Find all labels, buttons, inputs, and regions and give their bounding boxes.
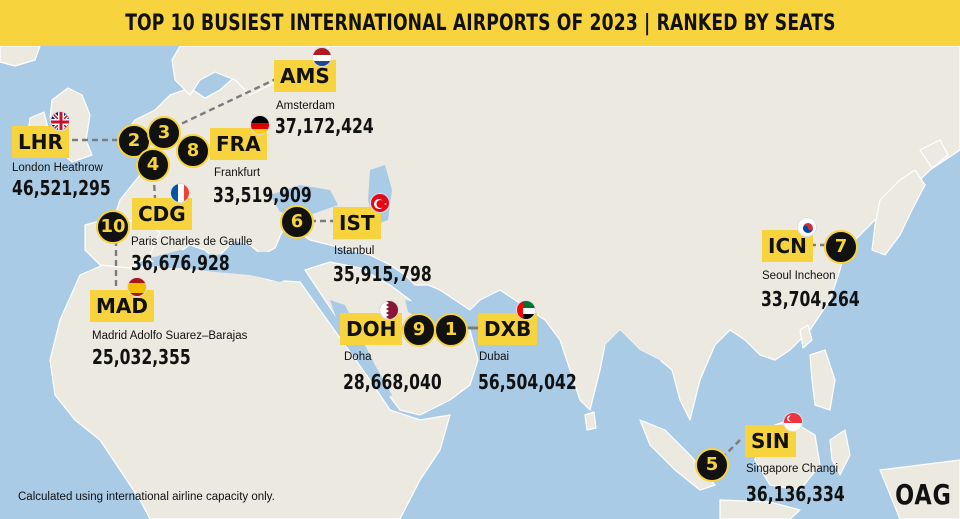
qatar-flag-icon xyxy=(379,300,399,320)
turkey-flag-icon xyxy=(370,193,390,213)
mediterranean xyxy=(150,250,305,282)
airport-name-icn: Seoul Incheon xyxy=(762,270,836,282)
airport-seats-cdg: 36,676,928 xyxy=(131,251,230,275)
airport-name-doh: Doha xyxy=(344,351,372,363)
airport-name-sin: Singapore Changi xyxy=(746,463,839,475)
france-flag-icon xyxy=(170,183,190,203)
germany-flag-icon xyxy=(250,115,270,135)
airport-name-cdg: Paris Charles de Gaulle xyxy=(131,236,253,248)
airport-name-mad: Madrid Adolfo Suarez–Barajas xyxy=(92,330,248,342)
land-iceland xyxy=(0,45,41,67)
land-newguinea xyxy=(879,459,960,519)
airport-seats-sin: 36,136,334 xyxy=(746,482,845,506)
rank-badge-mad: 10 xyxy=(96,210,130,244)
airport-code-lhr: LHR xyxy=(12,126,69,158)
airport-seats-doh: 28,668,040 xyxy=(343,370,442,394)
page-title: TOP 10 BUSIEST INTERNATIONAL AIRPORTS OF… xyxy=(124,10,836,36)
rank-badge-sin: 5 xyxy=(695,448,729,482)
netherlands-flag-icon xyxy=(312,47,332,67)
land-hokkaido xyxy=(919,139,949,169)
airport-seats-fra: 33,519,909 xyxy=(213,183,312,207)
rank-badge-ams: 3 xyxy=(147,116,181,150)
connector-ams xyxy=(163,76,279,134)
land-srilanka xyxy=(584,411,597,431)
airport-code-cdg: CDG xyxy=(132,198,192,230)
airport-seats-mad: 25,032,355 xyxy=(92,345,191,369)
rank-badge-cdg: 4 xyxy=(136,148,170,182)
airport-name-lhr: London Heathrow xyxy=(12,162,103,174)
airport-name-ams: Amsterdam xyxy=(276,100,335,112)
land-sulawesi xyxy=(829,429,851,476)
land-japan xyxy=(871,169,926,256)
bay-of-bengal xyxy=(605,330,668,400)
rank-badge-ist: 6 xyxy=(280,205,314,239)
oag-logo: OAG xyxy=(895,478,952,511)
airport-name-ist: Istanbul xyxy=(334,245,375,257)
rank-badge-fra: 8 xyxy=(176,134,210,168)
rank-badge-dxb: 1 xyxy=(434,313,468,347)
korea-flag-icon xyxy=(797,217,817,237)
airport-seats-lhr: 46,521,295 xyxy=(12,176,111,200)
airport-code-mad: MAD xyxy=(90,290,154,322)
airport-code-ist: IST xyxy=(333,207,381,239)
land-philippines xyxy=(809,349,836,411)
uae-flag-icon xyxy=(516,300,536,320)
airport-seats-ams: 37,172,424 xyxy=(275,114,374,138)
airport-seats-icn: 33,704,264 xyxy=(761,287,860,311)
airport-name-fra: Frankfurt xyxy=(214,167,261,179)
airport-seats-ist: 35,915,798 xyxy=(333,262,432,286)
airport-code-ams: AMS xyxy=(274,60,336,92)
land-taiwan xyxy=(799,324,813,349)
uk-flag-icon xyxy=(50,111,70,131)
airport-name-dxb: Dubai xyxy=(479,351,510,363)
airport-code-doh: DOH xyxy=(340,313,403,345)
spain-flag-icon xyxy=(127,277,147,297)
land-java xyxy=(719,499,801,519)
singapore-flag-icon xyxy=(783,412,803,432)
footnote: Calculated using international airline c… xyxy=(18,491,275,503)
airport-code-icn: ICN xyxy=(762,230,813,262)
airport-seats-dxb: 56,504,042 xyxy=(478,370,577,394)
title-bar: TOP 10 BUSIEST INTERNATIONAL AIRPORTS OF… xyxy=(0,0,960,46)
rank-badge-icn: 7 xyxy=(824,230,858,264)
rank-badge-doh: 9 xyxy=(402,313,436,347)
